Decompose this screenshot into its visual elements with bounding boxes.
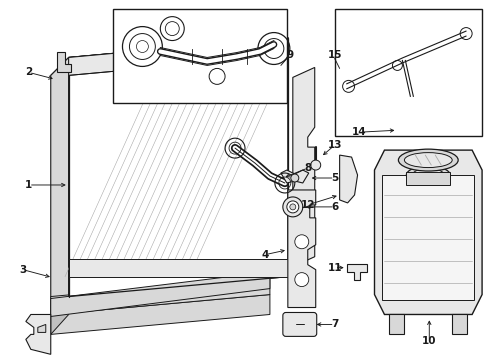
- Ellipse shape: [398, 149, 458, 171]
- Polygon shape: [69, 37, 288, 75]
- Polygon shape: [374, 150, 482, 315]
- Polygon shape: [51, 294, 270, 334]
- Text: 11: 11: [327, 263, 342, 273]
- Polygon shape: [390, 315, 404, 334]
- Circle shape: [295, 273, 309, 287]
- Polygon shape: [293, 67, 315, 267]
- Text: 5: 5: [331, 173, 338, 183]
- Polygon shape: [38, 324, 46, 332]
- Polygon shape: [51, 272, 270, 316]
- Text: 2: 2: [25, 67, 32, 77]
- Circle shape: [290, 204, 296, 210]
- Circle shape: [283, 197, 303, 217]
- Polygon shape: [346, 264, 367, 280]
- Text: 10: 10: [422, 336, 437, 346]
- Polygon shape: [452, 315, 467, 334]
- Polygon shape: [340, 155, 358, 203]
- Circle shape: [311, 160, 321, 170]
- Circle shape: [291, 174, 299, 182]
- Polygon shape: [51, 297, 69, 334]
- Text: 15: 15: [327, 50, 342, 60]
- Text: 9: 9: [286, 50, 294, 60]
- Polygon shape: [51, 276, 270, 315]
- Polygon shape: [69, 259, 288, 276]
- Text: 4: 4: [261, 250, 269, 260]
- FancyBboxPatch shape: [283, 312, 317, 336]
- Circle shape: [295, 235, 309, 249]
- Text: 6: 6: [331, 202, 338, 212]
- Ellipse shape: [406, 166, 450, 184]
- Polygon shape: [281, 170, 309, 183]
- Text: 13: 13: [327, 140, 342, 150]
- Text: 1: 1: [25, 180, 32, 190]
- Text: 3: 3: [19, 265, 26, 275]
- Text: 14: 14: [352, 127, 367, 137]
- Ellipse shape: [404, 153, 452, 167]
- Polygon shape: [26, 315, 51, 354]
- Polygon shape: [288, 190, 316, 307]
- Text: 7: 7: [331, 319, 338, 329]
- Polygon shape: [51, 37, 288, 75]
- Polygon shape: [69, 37, 288, 297]
- Text: 12: 12: [300, 200, 315, 210]
- Polygon shape: [57, 53, 71, 72]
- Ellipse shape: [413, 168, 444, 181]
- Polygon shape: [406, 172, 450, 185]
- Text: 8: 8: [304, 163, 311, 173]
- Circle shape: [287, 201, 299, 213]
- Bar: [335, 9, 482, 136]
- Polygon shape: [51, 58, 69, 315]
- Polygon shape: [383, 175, 474, 300]
- Bar: [113, 9, 287, 103]
